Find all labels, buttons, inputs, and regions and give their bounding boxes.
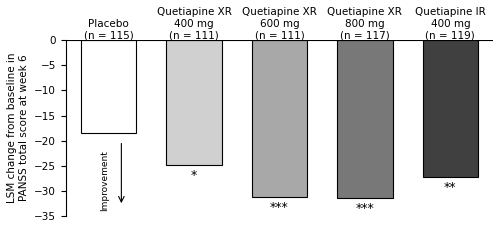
Bar: [252, 40, 307, 197]
Bar: [337, 40, 392, 199]
Bar: [422, 40, 478, 177]
Text: ***: ***: [270, 201, 289, 214]
Text: ***: ***: [356, 202, 374, 215]
Text: **: **: [444, 181, 456, 194]
Text: *: *: [191, 169, 197, 182]
Bar: [81, 40, 136, 133]
Text: Improvement: Improvement: [100, 150, 109, 211]
Y-axis label: LSM change from baseline in
PANSS total score at week 6: LSM change from baseline in PANSS total …: [7, 53, 28, 203]
Bar: [166, 40, 222, 165]
